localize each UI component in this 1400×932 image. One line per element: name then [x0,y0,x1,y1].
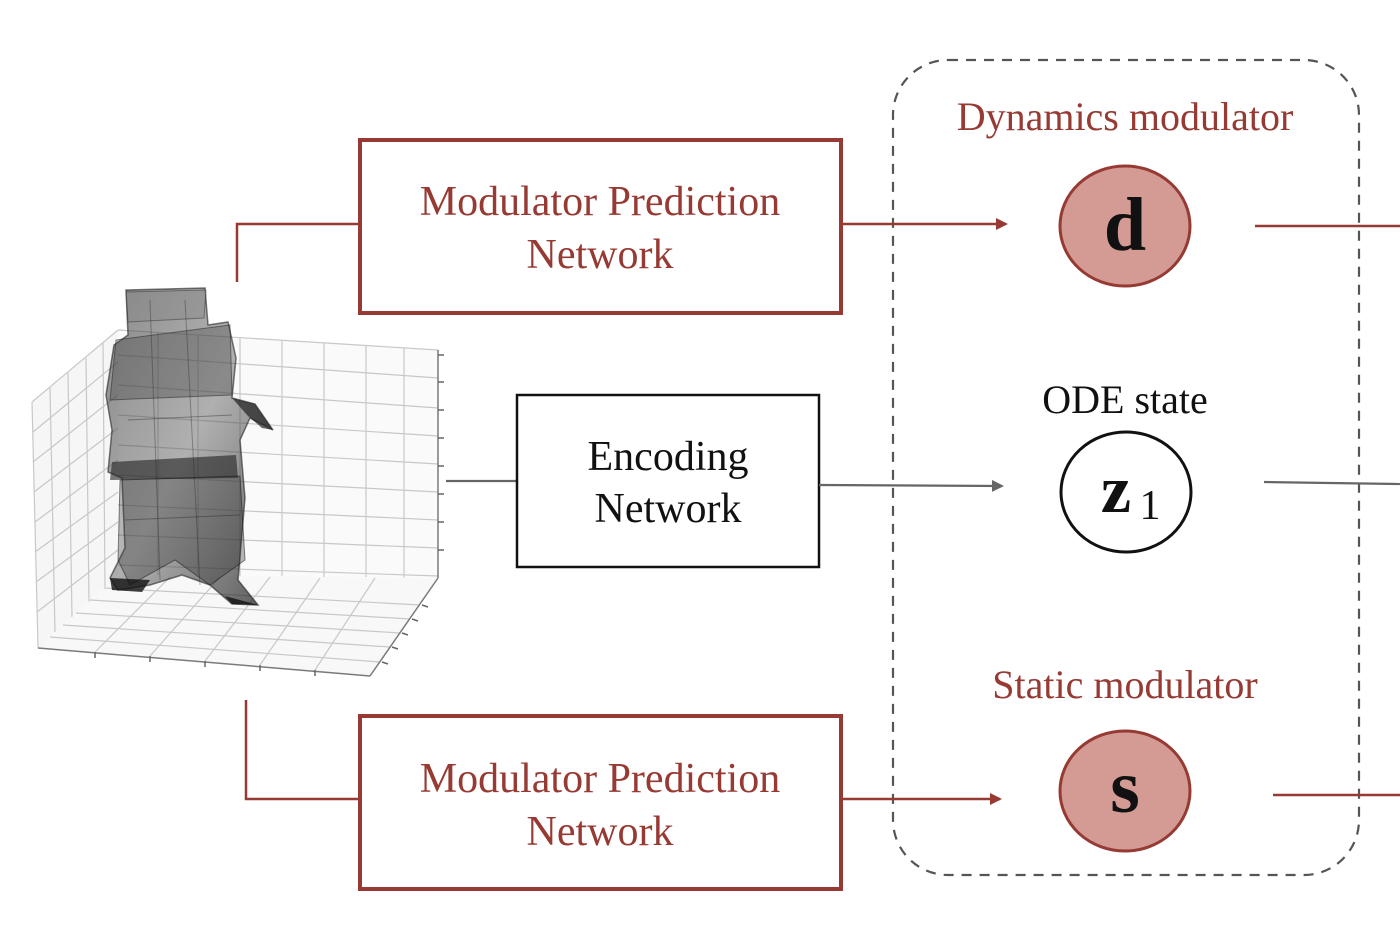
dynamics-modulator-label: Dynamics modulator [957,94,1294,139]
encoding-network-box [515,393,821,569]
node-s-symbol: s [1110,745,1140,829]
mid-box-line1: Encoding [588,434,749,480]
mid-box-line2: Network [595,486,742,532]
node-d-symbol: d [1104,183,1146,267]
modulator-container [891,58,1361,877]
bottom-box-line2: Network [527,809,674,855]
node-s [1058,729,1192,853]
node-z1-subscript: 1 [1140,483,1161,529]
top-modulator-prediction-box [358,138,843,315]
node-d [1058,164,1192,288]
node-z1 [1059,430,1193,554]
top-branch-connector [235,222,360,282]
human-figure-mesh [105,287,274,606]
ode-state-label: ODE state [1042,377,1208,422]
3d-pose-plot [31,287,444,677]
node-z1-base: z [1101,451,1131,527]
bottom-branch-connector [244,700,360,801]
top-box-line2: Network [527,232,674,278]
top-box-line1: Modulator Prediction [420,179,780,225]
arrow-to-z1 [818,479,1004,492]
bottom-modulator-prediction-box [358,714,843,891]
node-z1-symbol: z [1101,451,1131,527]
bottom-box-line1: Modulator Prediction [420,756,780,802]
static-modulator-label: Static modulator [992,662,1258,707]
z1-output-line [1263,480,1400,486]
